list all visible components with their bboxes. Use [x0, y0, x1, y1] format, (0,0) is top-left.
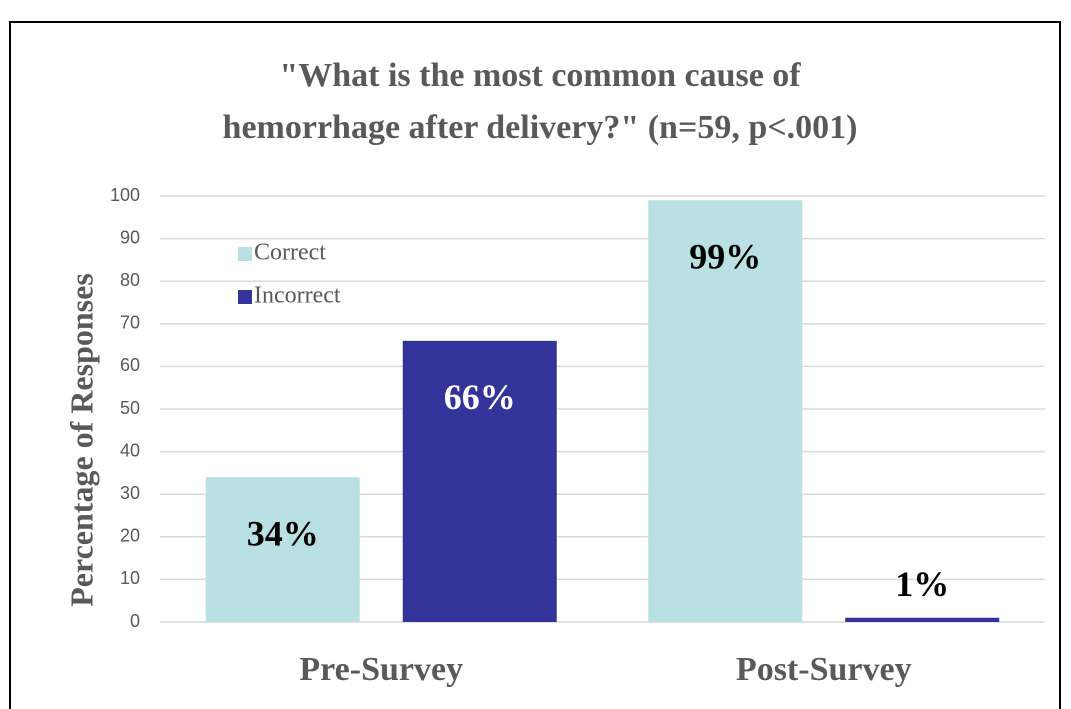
chart-title: hemorrhage after delivery?" (n=59, p<.00… — [223, 109, 858, 146]
y-tick-label: 10 — [120, 568, 140, 588]
y-tick-label: 20 — [120, 526, 140, 546]
y-tick-label: 80 — [120, 270, 140, 290]
bar — [402, 340, 557, 622]
y-axis-label: Percentage of Responses — [63, 273, 99, 607]
frame — [9, 21, 1061, 709]
legend-label: Correct — [254, 240, 326, 266]
data-label: 99% — [689, 237, 761, 277]
legend-swatch — [238, 290, 252, 304]
y-tick-label: 70 — [120, 313, 140, 333]
x-tick-label: Pre-Survey — [299, 651, 463, 688]
y-tick-label: 90 — [120, 227, 140, 247]
x-tick-label: Post-Survey — [736, 651, 912, 688]
y-tick-label: 100 — [110, 185, 140, 205]
bar — [648, 200, 803, 622]
data-label: 66% — [444, 377, 516, 417]
y-tick-label: 40 — [120, 440, 140, 460]
bar — [845, 617, 1000, 622]
chart-title: "What is the most common cause of — [279, 57, 801, 94]
bar — [205, 477, 360, 622]
data-label: 34% — [247, 513, 319, 553]
y-tick-label: 0 — [130, 611, 140, 631]
legend-label: Incorrect — [254, 283, 341, 309]
y-tick-label: 30 — [120, 483, 140, 503]
y-tick-label: 60 — [120, 355, 140, 375]
data-label: 1% — [895, 564, 949, 604]
y-tick-label: 50 — [120, 398, 140, 418]
legend-swatch — [238, 247, 252, 261]
